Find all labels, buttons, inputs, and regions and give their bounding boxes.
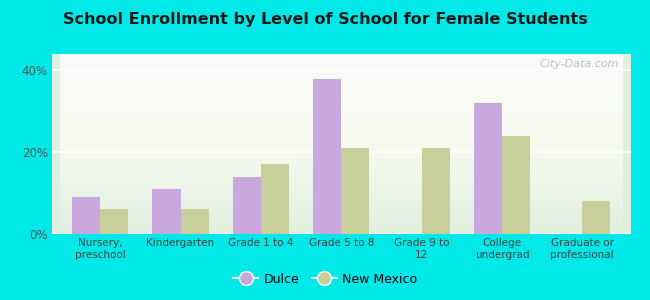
Bar [474, 103, 502, 234]
Legend: Dulce, New Mexico: Dulce, New Mexico [228, 268, 422, 291]
Bar [502, 136, 530, 234]
Text: City-Data.com: City-Data.com [540, 59, 619, 69]
Bar [261, 164, 289, 234]
Bar [582, 201, 610, 234]
Bar [72, 197, 100, 234]
Bar [153, 189, 181, 234]
Bar [233, 177, 261, 234]
Bar [341, 148, 369, 234]
Text: School Enrollment by Level of School for Female Students: School Enrollment by Level of School for… [62, 12, 588, 27]
Bar [313, 79, 341, 234]
Bar [100, 209, 128, 234]
Bar [422, 148, 450, 234]
Bar [181, 209, 209, 234]
